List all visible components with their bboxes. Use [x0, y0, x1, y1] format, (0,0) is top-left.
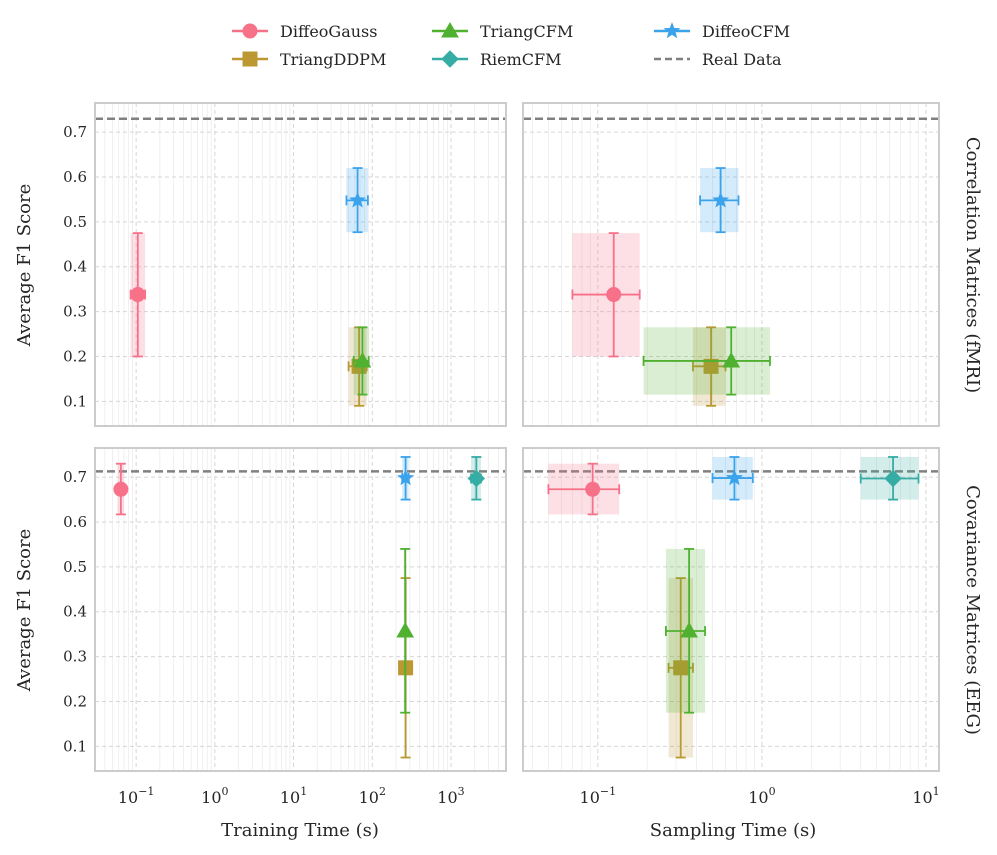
grid-fmri-sampling [523, 103, 939, 426]
panel-eeg-sampling: 10−1 100 101 [522, 447, 940, 807]
point-riemcfm [467, 456, 486, 501]
legend-marker-triangddpm [242, 51, 258, 67]
y-tick-label: 0.7 [63, 468, 87, 486]
legend-entry-riemcfm: RiemCFM [432, 50, 562, 69]
point-triangddpm-marker [703, 358, 719, 374]
point-diffeocfm-marker [349, 191, 367, 208]
legend-label-diffeocfm: DiffeoCFM [702, 22, 790, 41]
grid-fmri-training [95, 103, 506, 426]
point-diffeogauss-marker [606, 287, 622, 303]
axes-frame [522, 102, 940, 427]
axes-frame [522, 447, 940, 772]
y-tick-label: 0.3 [63, 648, 87, 666]
point-riemcfm [859, 456, 920, 501]
legend-label-triangddpm: TriangDDPM [280, 50, 386, 69]
legend-label-triangcfm: TriangCFM [480, 22, 573, 41]
legend-entry-diffeogauss: DiffeoGauss [232, 22, 377, 41]
grid-eeg-sampling [523, 448, 939, 771]
legend-label-riemcfm: RiemCFM [480, 50, 562, 69]
point-diffeocfm-marker [712, 191, 730, 208]
y-tick-label: 0.2 [63, 692, 87, 710]
panel-fmri-sampling [522, 102, 940, 427]
y-tick-label: 0.4 [63, 258, 87, 276]
legend-marker-triangcfm [441, 21, 459, 38]
x-tick-label: 102 [359, 785, 386, 807]
point-triangcfm [352, 326, 372, 396]
point-diffeocfm [711, 456, 754, 501]
y-tick-label: 0.5 [63, 558, 87, 576]
point-triangddpm-marker [673, 660, 689, 676]
point-triangcfm [396, 548, 415, 714]
legend-marker-diffeogauss [242, 23, 258, 39]
x-axis-label-training: Training Time (s) [221, 820, 379, 841]
point-triangcfm-marker [353, 351, 372, 368]
point-diffeogauss [129, 232, 147, 358]
x-tick-label: 103 [437, 785, 464, 807]
legend-entry-real: Real Data [654, 50, 782, 69]
x-tick-label: 100 [748, 785, 775, 807]
panel-eeg-training: 0.1 0.2 0.3 0.4 0.5 0.6 0.7 10−1 100 101 102 103 [63, 447, 507, 807]
point-diffeogauss-marker [585, 481, 601, 497]
y-axis-label-top: Average F1 Score [14, 184, 35, 348]
x-tick-label: 100 [201, 785, 228, 807]
point-diffeogauss-marker [130, 287, 146, 303]
legend-label-diffeogauss: DiffeoGauss [280, 22, 377, 41]
x-tick-label: 101 [280, 785, 307, 807]
point-triangcfm-marker [680, 622, 698, 638]
y-axis-label-bottom: Average F1 Score [14, 529, 35, 693]
point-diffeocfm [397, 456, 415, 501]
panel-fmri-training: 0.1 0.2 0.3 0.4 0.5 0.6 0.7 [63, 102, 507, 427]
point-triangcfm-marker [722, 351, 741, 368]
legend-entry-diffeocfm: DiffeoCFM [654, 22, 790, 41]
grid-eeg-training [95, 448, 506, 771]
point-diffeogauss [571, 232, 641, 358]
point-diffeogauss [113, 462, 129, 516]
point-diffeocfm-marker [397, 469, 415, 486]
axes-frame [94, 447, 507, 772]
y-tick-label: 0.3 [63, 303, 87, 321]
y-tick-label: 0.6 [63, 168, 87, 186]
y-tick-label: 0.7 [63, 123, 87, 141]
x-tick-label: 10−1 [118, 785, 155, 807]
point-triangcfm-marker [396, 622, 415, 638]
point-diffeogauss [547, 462, 621, 516]
y-tick-label: 0.2 [63, 347, 87, 365]
legend-marker-riemcfm [441, 50, 459, 68]
point-diffeocfm [345, 167, 369, 234]
legend: DiffeoGauss TriangDDPM TriangCFM RiemCFM Dif… [232, 21, 790, 69]
point-diffeogauss-marker [113, 481, 129, 497]
y-tick-label: 0.5 [63, 213, 87, 231]
point-triangddpm [692, 326, 727, 407]
legend-entry-triangcfm: TriangCFM [432, 21, 573, 41]
point-triangcfm [665, 548, 706, 714]
x-tick-label: 10−1 [580, 785, 617, 807]
point-triangcfm [642, 326, 771, 396]
y-tick-label: 0.6 [63, 513, 87, 531]
point-riemcfm-marker [884, 469, 902, 488]
x-tick-label: 101 [912, 785, 939, 807]
y-tick-label: 0.1 [63, 737, 87, 755]
x-axis-label-sampling: Sampling Time (s) [650, 820, 817, 841]
row-label-eeg: Covariance Matrices (EEG) [962, 485, 983, 735]
y-tick-label: 0.4 [63, 603, 87, 621]
legend-entry-triangddpm: TriangDDPM [232, 50, 386, 69]
legend-label-real: Real Data [702, 50, 782, 69]
axes-frame [94, 102, 507, 427]
y-tick-label: 0.1 [63, 392, 87, 410]
legend-marker-diffeocfm [663, 22, 681, 39]
point-diffeocfm-marker [725, 469, 743, 486]
point-diffeocfm [699, 167, 740, 234]
row-label-fmri: Correlation Matrices (fMRI) [962, 137, 983, 393]
point-riemcfm-marker [467, 469, 486, 488]
